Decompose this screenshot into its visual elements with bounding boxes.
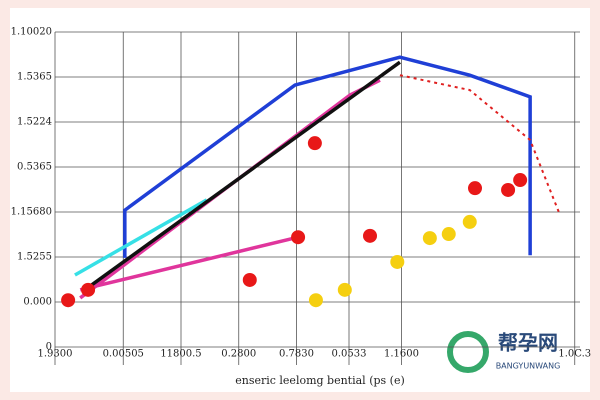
x-tick-label: 0.7830 <box>279 349 314 360</box>
data-point <box>291 230 306 245</box>
y-tick-label: 0 <box>46 342 52 353</box>
dashed-line <box>399 74 561 216</box>
x-tick-label: 1.1600 <box>384 349 419 360</box>
data-point <box>501 182 516 197</box>
data-point <box>61 293 76 308</box>
data-point <box>468 181 482 196</box>
data-point <box>441 227 456 242</box>
data-point <box>307 136 322 151</box>
x-tick-label: 1.9300 <box>38 349 73 360</box>
x-tick-label: 1.0C.3 <box>558 349 591 360</box>
data-point <box>390 254 405 269</box>
panel <box>10 8 590 392</box>
y-tick-label: 1.10020 <box>11 27 52 38</box>
x-tick-label: 0.00505 <box>103 349 144 360</box>
x-tick-label: 0.2800 <box>221 349 256 360</box>
series-line <box>123 55 532 258</box>
data-point <box>363 228 377 243</box>
x-tick-label: 11800.5 <box>160 349 201 360</box>
y-tick-label: 0.000 <box>23 297 52 308</box>
y-tick-label: 1.5365 <box>17 72 52 83</box>
series-line <box>74 198 208 277</box>
watermark-subtitle: BANGYUNWANG <box>496 362 561 371</box>
data-point <box>308 293 323 308</box>
y-tick-label: 0.5365 <box>17 162 52 173</box>
y-tick-label: 1.5255 <box>17 252 52 263</box>
y-tick-label: 1.5224 <box>17 117 52 128</box>
data-point <box>462 214 477 229</box>
watermark-title: 帮孕网 <box>498 331 558 355</box>
data-point <box>81 282 96 297</box>
data-point <box>422 231 437 246</box>
watermark-logo <box>447 331 489 373</box>
x-axis-label: enseric leelomg bential (ps (e) <box>235 374 405 387</box>
data-point <box>242 272 257 287</box>
data-point <box>337 282 352 297</box>
y-tick-label: 1.15680 <box>11 207 52 218</box>
x-tick-label: 0.0533 <box>332 349 367 360</box>
series-line <box>79 235 299 292</box>
data-point <box>513 173 528 188</box>
series-line <box>83 60 401 292</box>
